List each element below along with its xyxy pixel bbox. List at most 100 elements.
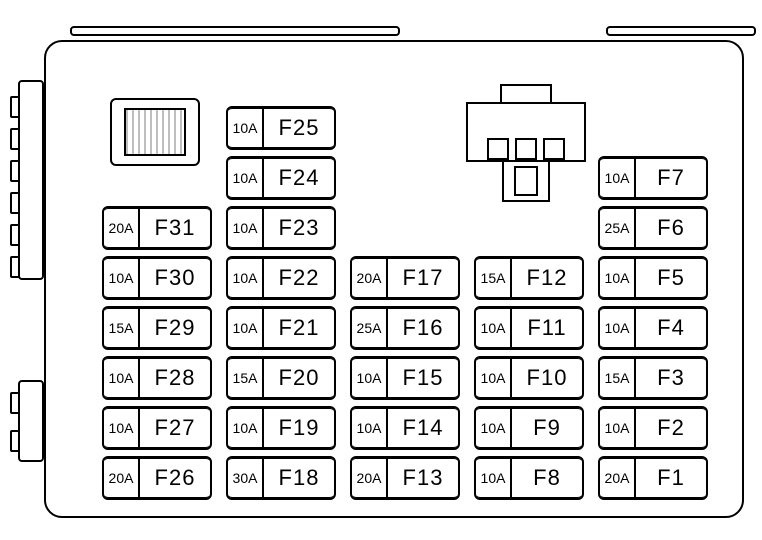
fuse-slot: 25AF16 [350,306,460,350]
fuse-slot: 10AF14 [350,406,460,450]
fuse-slot: 20AF1 [598,456,708,500]
fuse-id: F15 [388,358,458,398]
fuse-slot: 10AF25 [226,106,336,150]
fuse-id: F7 [636,158,706,198]
fuse-slot: 10AF27 [102,406,212,450]
fuse-amp: 20A [600,458,636,498]
fuse-slot: 10AF7 [598,156,708,200]
fuse-id: F21 [264,308,334,348]
top-rail-left [70,26,400,36]
fuse-slot: 10AF23 [226,206,336,250]
fuse-column: 10AF810AF910AF1010AF1115AF12 [474,256,584,500]
fuse-id: F1 [636,458,706,498]
fuse-slot: 10AF28 [102,356,212,400]
fuse-amp: 10A [352,358,388,398]
side-connector-tab [10,128,20,150]
fuse-slot: 10AF10 [474,356,584,400]
fuse-id: F27 [140,408,210,448]
side-connector-small [18,380,44,462]
fuse-amp: 10A [476,308,512,348]
fuse-slot: 20AF17 [350,256,460,300]
fuse-id: F14 [388,408,458,448]
fuse-slot: 10AF11 [474,306,584,350]
side-connector-tab [10,160,20,182]
fuse-amp: 10A [476,358,512,398]
fuse-amp: 10A [600,308,636,348]
fuse-slot: 10AF5 [598,256,708,300]
side-connector-tab [10,430,20,452]
fuse-slot: 15AF12 [474,256,584,300]
fuse-slot: 10AF9 [474,406,584,450]
fuse-amp: 10A [600,158,636,198]
fuse-slot: 15AF29 [102,306,212,350]
fuse-slot: 15AF3 [598,356,708,400]
fuse-amp: 10A [228,308,264,348]
fuse-id: F22 [264,258,334,298]
fuse-amp: 10A [228,408,264,448]
fuse-amp: 25A [600,208,636,248]
fuse-slot: 10AF22 [226,256,336,300]
fuse-id: F5 [636,258,706,298]
fuse-id: F12 [512,258,582,298]
fuse-amp: 10A [476,458,512,498]
fuse-id: F17 [388,258,458,298]
side-connector-tab [10,96,20,118]
fuse-id: F4 [636,308,706,348]
fuse-id: F31 [140,208,210,248]
fuse-id: F24 [264,158,334,198]
fuse-amp: 20A [352,258,388,298]
fuse-id: F6 [636,208,706,248]
side-connector-tab [10,392,20,414]
fuse-amp: 20A [104,208,140,248]
fuse-amp: 10A [104,408,140,448]
fuse-amp: 25A [352,308,388,348]
fuse-id: F26 [140,458,210,498]
fuse-amp: 10A [600,408,636,448]
fuse-amp: 10A [104,358,140,398]
fuse-slot: 10AF15 [350,356,460,400]
fuse-id: F2 [636,408,706,448]
fuse-id: F8 [512,458,582,498]
fuse-id: F10 [512,358,582,398]
fuse-slot: 15AF20 [226,356,336,400]
fuse-amp: 10A [228,108,264,148]
fuse-id: F9 [512,408,582,448]
fuse-id: F19 [264,408,334,448]
top-rail-right [606,26,756,36]
fuse-slot: 10AF21 [226,306,336,350]
fuse-id: F29 [140,308,210,348]
fuse-id: F20 [264,358,334,398]
fuse-slot: 25AF6 [598,206,708,250]
fuse-slot: 20AF26 [102,456,212,500]
fuse-amp: 10A [228,208,264,248]
fuse-columns: 20AF2610AF2710AF2815AF2910AF3020AF3130AF… [102,92,728,500]
fuse-column: 30AF1810AF1915AF2010AF2110AF2210AF2310AF… [226,106,336,500]
fuse-slot: 10AF2 [598,406,708,450]
fuse-id: F3 [636,358,706,398]
side-connector-tab [10,256,20,278]
fuse-amp: 20A [104,458,140,498]
fuse-id: F23 [264,208,334,248]
fuse-amp: 10A [600,258,636,298]
fuse-amp: 10A [352,408,388,448]
side-connector-large [18,80,44,280]
fuse-slot: 10AF4 [598,306,708,350]
fuse-amp: 10A [228,258,264,298]
fuse-id: F11 [512,308,582,348]
fuse-slot: 10AF19 [226,406,336,450]
fuse-id: F16 [388,308,458,348]
fuse-slot: 30AF18 [226,456,336,500]
fuse-column: 20AF110AF215AF310AF410AF525AF610AF7 [598,156,708,500]
fuse-id: F18 [264,458,334,498]
fuse-id: F28 [140,358,210,398]
fuse-amp: 15A [228,358,264,398]
fuse-slot: 20AF13 [350,456,460,500]
fuse-amp: 15A [476,258,512,298]
fuse-panel: 20AF2610AF2710AF2815AF2910AF3020AF3130AF… [44,40,744,518]
side-connector-tab [10,224,20,246]
fuse-column: 20AF2610AF2710AF2815AF2910AF3020AF31 [102,206,212,500]
fuse-amp: 10A [476,408,512,448]
fuse-slot: 10AF30 [102,256,212,300]
fuse-amp: 30A [228,458,264,498]
side-connector-tab [10,192,20,214]
